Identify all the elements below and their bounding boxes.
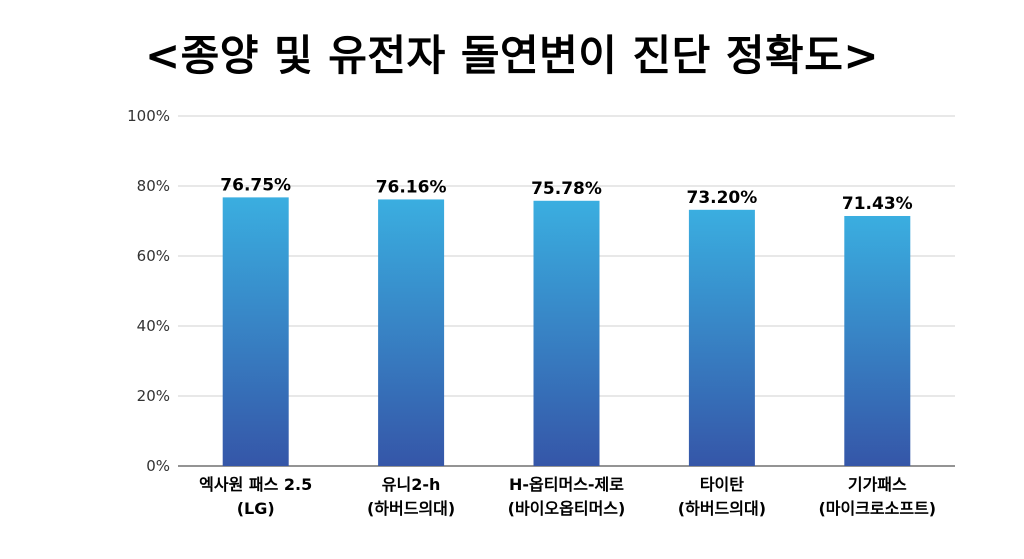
y-tick-label: 40% <box>137 317 170 335</box>
x-tick-label: H-옵티머스-제로 <box>509 475 624 494</box>
x-tick-label: (마이크로소프트) <box>818 499 936 518</box>
bar <box>533 200 600 466</box>
y-tick-label: 100% <box>127 107 170 125</box>
chart-title: <종양 및 유전자 돌연변이 진단 정확도> <box>144 31 880 80</box>
bar <box>378 199 445 466</box>
x-tick-label: (바이오옵티머스) <box>508 499 626 518</box>
y-tick-label: 20% <box>137 387 170 405</box>
x-tick-label: 엑사원 패스 2.5 <box>199 475 312 494</box>
bar <box>688 209 755 467</box>
data-label: 75.78% <box>531 179 602 199</box>
x-tick-label: 유니2-h <box>382 475 441 494</box>
x-tick-label: 기가패스 <box>848 475 907 494</box>
bar <box>222 197 289 466</box>
data-label: 73.20% <box>686 188 757 208</box>
y-tick-label: 0% <box>146 457 170 475</box>
data-label: 76.75% <box>220 175 291 195</box>
x-tick-label: 타이탄 <box>700 475 744 494</box>
x-tick-label: (하버드의대) <box>367 499 455 518</box>
data-label: 71.43% <box>842 194 913 214</box>
bar <box>844 215 911 466</box>
x-tick-label: (LG) <box>237 499 275 518</box>
y-tick-label: 80% <box>137 177 170 195</box>
data-label: 76.16% <box>376 177 447 197</box>
x-tick-label: (하버드의대) <box>678 499 766 518</box>
y-tick-label: 60% <box>137 247 170 265</box>
